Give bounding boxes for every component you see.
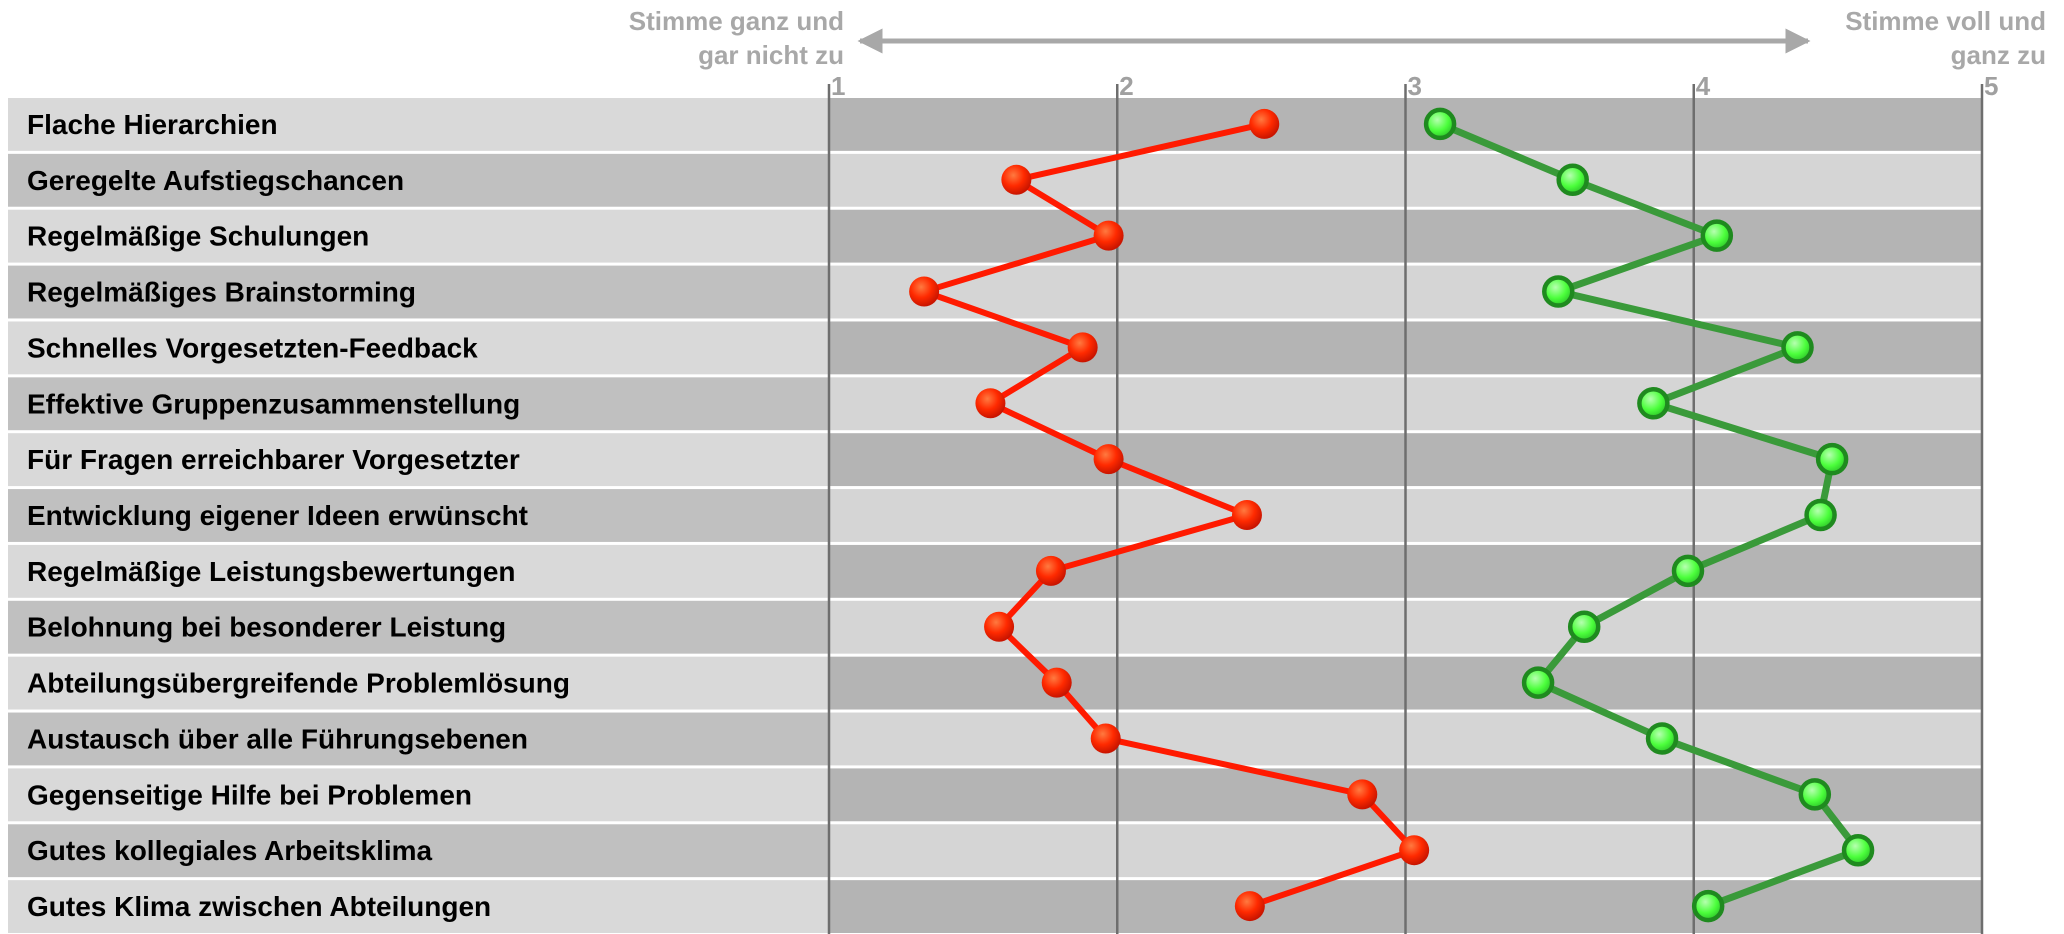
data-point-red [984,611,1015,642]
row-label: Gegenseitige Hilfe bei Problemen [27,779,472,810]
row-label: Effektive Gruppenzusammenstellung [27,388,520,419]
x-tick-label: 5 [1984,71,1998,101]
row-label: Gutes kollegiales Arbeitsklima [27,835,433,866]
x-tick-labels: 1 2 3 4 5 [831,71,1998,101]
row-label: Austausch über alle Führungsebenen [27,723,528,754]
row-band-label [8,209,829,263]
series-markers [909,107,1875,923]
left-scale-label-line2: gar nicht zu [698,40,844,70]
row-band-label [8,824,829,878]
data-point-green [1691,889,1725,923]
data-point-green [1567,610,1601,643]
row-label: Entwicklung eigener Ideen erwünscht [27,500,528,531]
data-point-red [1249,108,1280,139]
row-band-label [8,656,829,710]
data-point-red [1399,835,1430,866]
row-label: Regelmäßige Leistungsbewertungen [27,556,516,587]
x-tick-label: 3 [1408,71,1422,101]
row-label: Regelmäßiges Brainstorming [27,277,416,308]
row-label: Abteilungsübergreifende Problemlösung [27,668,570,699]
data-point-red [1231,500,1262,530]
row-label: Flache Hierarchien [27,109,278,140]
row-band-label [8,712,829,766]
data-point-red [1093,444,1124,475]
row-labels: Flache Hierarchien Geregelte Aufstiegscha… [27,109,570,922]
row-band-label [8,489,829,542]
right-scale-label-line2: ganz zu [1951,40,2046,70]
row-label: Gutes Klima zwischen Abteilungen [27,891,491,922]
data-point-red [1093,220,1124,251]
data-point-green [1637,387,1670,420]
x-tick-label: 2 [1119,71,1133,101]
row-label: Schnelles Vorgesetzten-Feedback [27,332,478,363]
data-point-red [975,388,1006,419]
data-point-green [1423,107,1457,141]
data-point-green [1671,554,1705,588]
x-tick-label: 4 [1696,71,1711,101]
chart-header: Stimme ganz und gar nicht zu Stimme voll… [629,6,2046,70]
row-band-label [8,265,829,319]
right-scale-label-line1: Stimme voll und [1845,6,2046,36]
data-point-red [909,276,940,307]
data-point-red [1234,891,1265,922]
row-label: Belohnung bei besonderer Leistung [27,612,506,643]
row-band-label [8,768,829,822]
row-band-label [8,433,829,487]
data-point-green [1521,666,1555,699]
row-band-label [8,544,829,598]
data-point-red [1090,723,1121,754]
row-label: Geregelte Aufstiegschancen [27,165,404,196]
data-point-green [1781,331,1814,364]
data-point-red [1035,555,1066,586]
row-band-label [8,600,829,654]
data-point-red [1067,332,1098,363]
row-band-label [8,98,829,151]
row-band-label [8,880,829,933]
data-point-green [1798,778,1832,811]
row-band-label [8,377,829,431]
row-label: Für Fragen erreichbarer Vorgesetzter [27,444,520,475]
data-point-red [1001,164,1032,195]
x-tick-label: 1 [831,71,845,101]
row-band-label [8,153,829,207]
data-point-green [1556,163,1589,197]
left-scale-label-line1: Stimme ganz und [629,6,844,36]
data-point-green [1804,498,1837,532]
data-point-red [1041,667,1072,698]
data-point-green [1815,442,1849,476]
data-point-green [1542,275,1575,308]
data-point-green [1841,833,1875,867]
data-point-green [1645,722,1679,755]
row-band-label [8,321,829,375]
data-point-red [1347,779,1378,810]
row-label: Regelmäßige Schulungen [27,221,369,252]
data-point-green [1700,219,1734,252]
